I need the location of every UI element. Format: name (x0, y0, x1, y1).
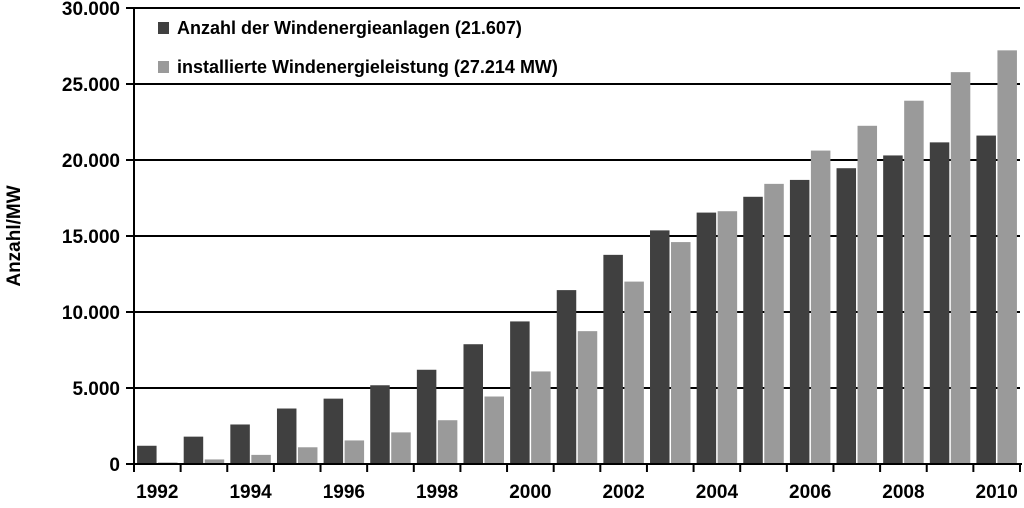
bar-series-2 (810, 150, 831, 465)
x-tick-label: 2004 (696, 482, 739, 503)
bar-series-1 (883, 155, 903, 464)
bar-series-1 (556, 290, 577, 464)
bar-series-2 (997, 50, 1017, 464)
x-tick-label: 1992 (136, 482, 178, 503)
bar-series-2 (857, 125, 878, 465)
legend-label-series-2: installierte Windenergieleistung (27.214… (177, 57, 558, 77)
x-tick-label: 2000 (509, 482, 551, 503)
bar-series-1 (650, 230, 670, 464)
bar-series-2 (344, 440, 365, 464)
legend: Anzahl der Windenergieanlagen (21.607) i… (158, 18, 558, 77)
y-axis-label: Anzahl/MW (4, 185, 25, 286)
bar-series-2 (671, 242, 691, 464)
bar-series-2 (577, 331, 598, 464)
bar-series-1 (976, 135, 996, 464)
x-tick-labels: 1992 1994 1996 1998 2000 2002 2004 2006 2008 2010 (136, 482, 1018, 503)
bar-series-2 (624, 281, 644, 464)
bar-series-1 (696, 212, 717, 464)
bar-series-1 (929, 142, 950, 465)
x-tick-label: 1996 (323, 482, 365, 503)
bar-series-2 (717, 211, 738, 464)
bar-series-2 (950, 72, 971, 465)
axes (126, 7, 1022, 472)
bars (137, 50, 1017, 465)
bar-series-1 (370, 385, 390, 464)
bar-series-2 (484, 396, 504, 464)
bar-series-1 (416, 369, 437, 464)
bar-series-1 (743, 196, 763, 464)
bar-series-1 (836, 168, 857, 464)
bar-series-1 (789, 179, 810, 465)
legend-swatch-series-1 (158, 22, 169, 34)
legend-swatch-series-2 (158, 61, 169, 73)
bar-series-1 (510, 321, 530, 464)
bar-series-2 (204, 459, 225, 464)
x-tick-label: 2002 (602, 482, 644, 503)
bar-series-1 (137, 445, 157, 464)
y-tick-label: 25.000 (62, 75, 120, 96)
bar-series-2 (391, 432, 411, 464)
legend-label-series-1: Anzahl der Windenergieanlagen (21.607) (177, 18, 522, 38)
y-tick-label: 10.000 (62, 303, 120, 324)
x-tick-label: 2008 (882, 482, 924, 503)
y-tick-label: 0 (109, 455, 120, 476)
y-tick-labels: 0 5.000 10.000 15.000 20.000 25.000 30.000 (62, 0, 120, 476)
x-tick-label: 2010 (976, 482, 1018, 503)
x-tick-label: 1994 (229, 482, 272, 503)
y-tick-label: 5.000 (72, 379, 120, 400)
bar-series-2 (297, 447, 318, 464)
bar-series-1 (230, 424, 250, 464)
bar-series-1 (276, 408, 297, 464)
bar-series-2 (904, 100, 924, 464)
bar-series-2 (531, 371, 551, 464)
bar-series-1 (463, 344, 483, 464)
y-tick-label: 30.000 (62, 0, 120, 20)
bar-series-2 (437, 420, 458, 464)
bar-series-2 (764, 183, 784, 464)
bar-series-2 (251, 454, 271, 464)
bar-series-1 (323, 398, 344, 464)
y-tick-label: 20.000 (62, 151, 120, 172)
x-tick-label: 1998 (416, 482, 458, 503)
x-tick-label: 2006 (789, 482, 831, 503)
y-tick-label: 15.000 (62, 227, 120, 248)
bar-series-1 (603, 254, 623, 464)
bar-series-1 (183, 436, 204, 464)
